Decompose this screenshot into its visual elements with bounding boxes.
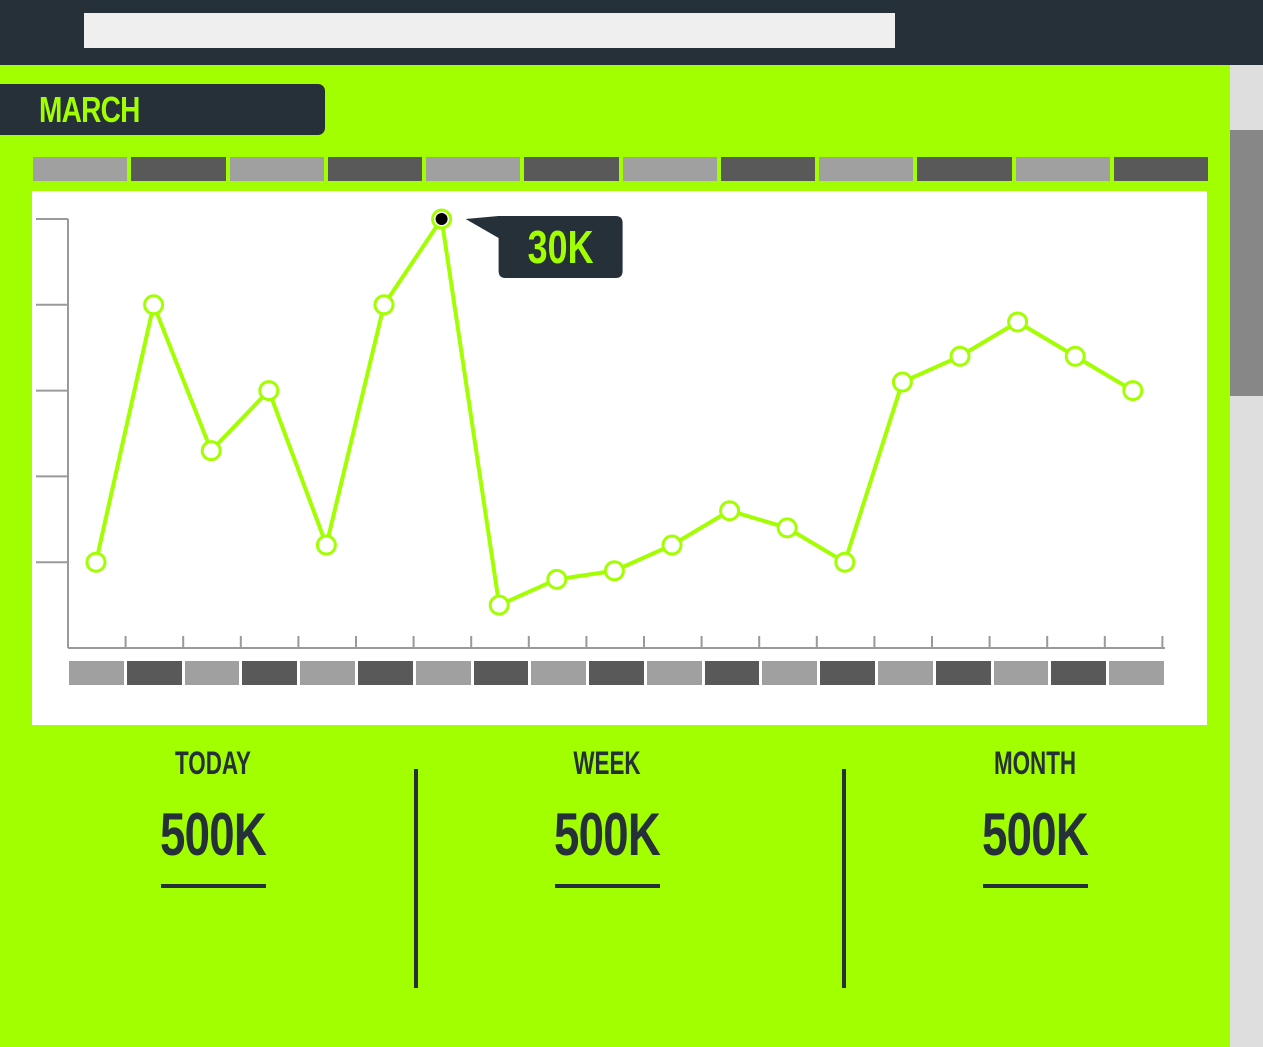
data-points (85, 208, 1144, 616)
highlighted-point-dot (435, 213, 448, 225)
data-point[interactable] (603, 560, 625, 582)
tooltip-value: 30K (528, 222, 594, 273)
data-point[interactable] (661, 534, 683, 556)
bottom-segment (820, 661, 876, 685)
bottom-segment (993, 661, 1049, 685)
bottom-segment (69, 661, 124, 685)
data-point[interactable] (891, 371, 913, 393)
data-point[interactable] (315, 534, 337, 556)
stat-today-label: TODAY (175, 745, 251, 781)
data-point[interactable] (143, 294, 165, 316)
bottom-segment (589, 661, 644, 685)
data-point[interactable] (85, 551, 107, 573)
data-point[interactable] (546, 568, 568, 590)
data-point[interactable] (1007, 311, 1029, 333)
data-point[interactable] (258, 380, 280, 402)
y-axis-ticks (36, 218, 68, 564)
stat-month-value: 500K (982, 801, 1089, 868)
stat-today-value: 500K (160, 801, 267, 868)
stat-week-underline (555, 884, 660, 888)
stat-week-value: 500K (554, 801, 661, 868)
bottom-segment (300, 661, 355, 685)
bottom-segment (935, 661, 991, 685)
stat-divider (842, 769, 846, 988)
top-segment (1113, 157, 1208, 181)
bottom-segment (242, 661, 298, 685)
stat-month-label: MONTH (993, 745, 1077, 781)
chart-panel: 30K (32, 191, 1207, 725)
top-segment (524, 157, 619, 181)
tooltip-bubble (465, 216, 623, 278)
top-segment (327, 157, 422, 181)
data-point[interactable] (488, 594, 510, 616)
top-segment (819, 157, 914, 181)
month-label: MARCH (39, 89, 140, 130)
data-point[interactable] (719, 500, 741, 522)
top-segment (33, 157, 128, 181)
bottom-segment (126, 661, 182, 685)
bottom-segment (473, 661, 529, 685)
line-chart: 30K (36, 208, 1165, 649)
top-segment (426, 157, 521, 181)
bottom-segment (762, 661, 818, 685)
bottom-segment (646, 661, 702, 685)
top-segment (229, 157, 324, 181)
bottom-segment (1051, 661, 1107, 685)
top-segment (131, 157, 226, 181)
data-point[interactable] (776, 517, 798, 539)
stat-week-label: WEEK (573, 745, 641, 781)
stat-month-underline (983, 884, 1088, 888)
bottom-segment (878, 661, 933, 685)
top-segment (622, 157, 717, 181)
x-axis-ticks (124, 636, 1164, 648)
scrollbar-thumb[interactable] (1230, 130, 1263, 396)
bottom-segment (704, 661, 760, 685)
data-point[interactable] (834, 551, 856, 573)
bottom-segment (1109, 661, 1164, 685)
stat-divider (414, 769, 418, 988)
top-segment (1015, 157, 1110, 181)
data-point[interactable] (200, 440, 222, 462)
top-segment (720, 157, 815, 181)
data-point[interactable] (373, 294, 395, 316)
bottom-segment (184, 661, 240, 685)
top-segment (917, 157, 1012, 181)
address-bar[interactable] (84, 13, 895, 48)
stat-today-underline (161, 884, 266, 888)
value-tooltip: 30K (465, 216, 623, 278)
month-tab[interactable]: MARCH (0, 84, 325, 135)
data-point[interactable] (1122, 380, 1144, 402)
bottom-segment (531, 661, 587, 685)
bottom-segment (415, 661, 471, 685)
data-point[interactable] (949, 345, 971, 367)
data-point[interactable] (1064, 345, 1086, 367)
bottom-segment (357, 661, 413, 685)
